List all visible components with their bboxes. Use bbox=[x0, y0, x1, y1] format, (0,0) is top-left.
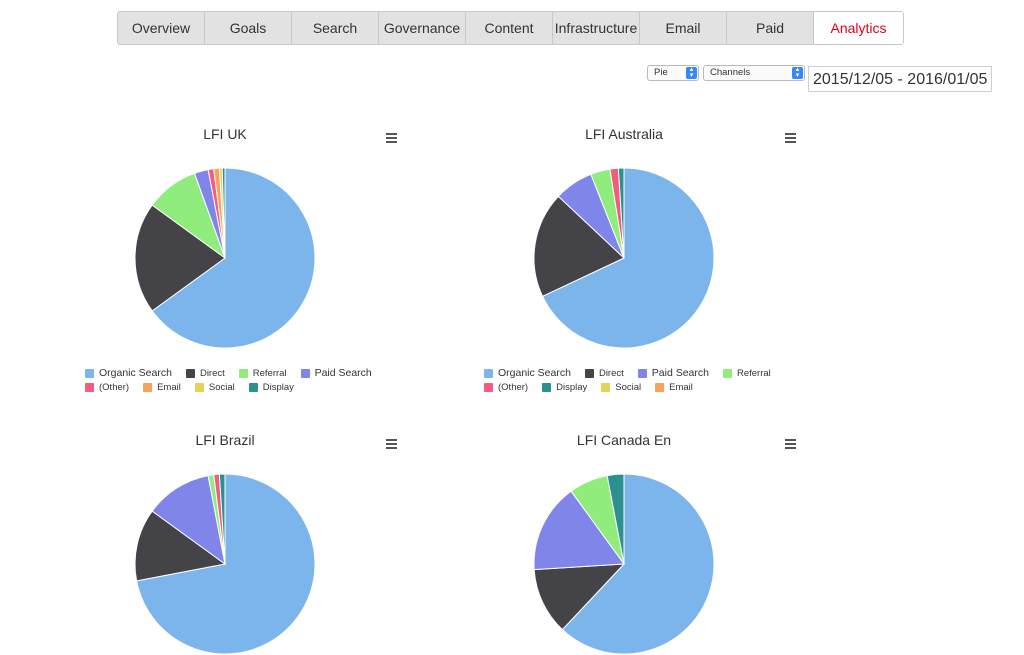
legend-row: (Other) Email Social Display bbox=[85, 380, 386, 394]
legend-item-social[interactable]: Social bbox=[194, 381, 235, 393]
legend-label: Paid Search bbox=[314, 367, 372, 379]
legend-swatch bbox=[85, 368, 94, 378]
tab-content[interactable]: Content bbox=[466, 12, 553, 44]
chart-legend: Organic Search Direct Paid Search Referral(… bbox=[484, 366, 785, 394]
legend-item-display[interactable]: Display bbox=[542, 382, 587, 393]
legend-label: Organic Search bbox=[99, 367, 172, 379]
legend-swatch bbox=[238, 368, 248, 378]
pie-chart-australia bbox=[533, 167, 715, 349]
tab-infrastructure[interactable]: Infrastructure bbox=[553, 12, 640, 44]
legend-item-display[interactable]: Display bbox=[248, 381, 294, 393]
chart-menu-icon[interactable] bbox=[386, 133, 397, 143]
chart-title: LFI Brazil bbox=[195, 432, 255, 448]
chart-title: LFI Australia bbox=[585, 126, 663, 142]
tab-search[interactable]: Search bbox=[292, 12, 379, 44]
legend-item-social[interactable]: Social bbox=[601, 382, 641, 393]
pie-slice-organic-search[interactable] bbox=[541, 167, 715, 349]
legend-item-direct[interactable]: Direct bbox=[185, 367, 225, 379]
chart-menu-icon[interactable] bbox=[785, 439, 796, 449]
tab-goals[interactable]: Goals bbox=[205, 12, 292, 44]
legend-item-referral[interactable]: Referral bbox=[722, 367, 771, 379]
legend-item-paid-search[interactable]: Paid Search bbox=[300, 367, 372, 379]
pie-slice-direct[interactable] bbox=[134, 204, 226, 312]
legend-swatch bbox=[484, 368, 493, 378]
legend-swatch bbox=[584, 368, 594, 378]
legend-row: Organic Search Direct Referral Paid Search bbox=[85, 366, 386, 380]
legend-label: Referral bbox=[736, 367, 771, 379]
pie-slice-display[interactable] bbox=[617, 167, 625, 259]
chart-legend: Organic Search Direct Referral Paid Search(… bbox=[85, 366, 386, 394]
legend-swatch bbox=[722, 368, 732, 378]
legend-swatch bbox=[185, 368, 195, 378]
chart-title: LFI Canada En bbox=[576, 432, 672, 448]
date-range-picker[interactable]: 2015/12/05 - 2016/01/05 bbox=[808, 66, 993, 92]
legend-swatch bbox=[248, 382, 258, 392]
select-arrows-icon: ▴ ▾ bbox=[686, 66, 697, 79]
tab-email[interactable]: Email bbox=[640, 12, 727, 44]
tab-paid[interactable]: Paid bbox=[727, 12, 814, 44]
pie-slice-organic-search[interactable] bbox=[151, 167, 316, 349]
dimension-select[interactable]: Channels ▴ ▾ bbox=[703, 65, 805, 81]
pie-chart-canada-en bbox=[533, 473, 715, 655]
legend-item-direct[interactable]: Direct bbox=[584, 367, 624, 379]
pie-slice-direct[interactable] bbox=[533, 195, 625, 297]
legend-row: (Other) Display Social Email bbox=[484, 380, 785, 394]
select-arrows-icon: ▴ ▾ bbox=[792, 66, 803, 79]
legend-label: Direct bbox=[199, 367, 225, 379]
chart-title: LFI UK bbox=[203, 126, 247, 142]
legend-item-email[interactable]: Email bbox=[655, 382, 693, 393]
legend-swatch bbox=[484, 382, 493, 392]
pie-chart-brazil bbox=[134, 473, 316, 655]
legend-label: Organic Search bbox=[498, 367, 571, 379]
legend-item-referral[interactable]: Referral bbox=[238, 367, 287, 379]
legend-label: Display bbox=[262, 381, 294, 393]
legend-swatch bbox=[85, 382, 94, 392]
chart-menu-icon[interactable] bbox=[785, 133, 796, 143]
legend-label: Referral bbox=[252, 367, 287, 379]
tab-governance[interactable]: Governance bbox=[379, 12, 466, 44]
legend-label: (Other) bbox=[99, 381, 130, 393]
legend-swatch bbox=[601, 382, 611, 392]
legend-swatch bbox=[300, 368, 310, 378]
legend-swatch bbox=[542, 382, 552, 392]
legend-label: Paid Search bbox=[651, 367, 709, 379]
legend-swatch bbox=[655, 382, 665, 392]
legend-label: Direct bbox=[598, 367, 624, 379]
legend-label: (Other) bbox=[498, 381, 529, 393]
legend-row: Organic Search Direct Paid Search Referral bbox=[484, 366, 785, 380]
legend-swatch bbox=[194, 382, 204, 392]
chart-type-value: Pie bbox=[654, 67, 668, 78]
legend-item-other[interactable]: (Other) bbox=[85, 382, 129, 393]
legend-swatch bbox=[143, 382, 153, 392]
legend-swatch bbox=[637, 368, 647, 378]
pie-slice-display[interactable] bbox=[221, 167, 226, 259]
legend-label: Social bbox=[615, 381, 642, 393]
tab-analytics[interactable]: Analytics bbox=[814, 12, 903, 44]
legend-label: Display bbox=[556, 381, 588, 393]
legend-item-organic-search[interactable]: Organic Search bbox=[85, 367, 172, 379]
dimension-value: Channels bbox=[710, 67, 751, 78]
legend-item-paid-search[interactable]: Paid Search bbox=[637, 367, 709, 379]
pie-chart-uk bbox=[134, 167, 316, 349]
legend-label: Email bbox=[669, 381, 693, 393]
legend-item-email[interactable]: Email bbox=[143, 382, 181, 393]
chart-type-select[interactable]: Pie ▴ ▾ bbox=[647, 65, 699, 81]
legend-label: Social bbox=[208, 381, 235, 393]
legend-label: Email bbox=[157, 381, 181, 393]
tab-overview[interactable]: Overview bbox=[118, 12, 205, 44]
legend-item-other[interactable]: (Other) bbox=[484, 382, 528, 393]
legend-item-organic-search[interactable]: Organic Search bbox=[484, 367, 571, 379]
chart-menu-icon[interactable] bbox=[386, 439, 397, 449]
top-nav: Overview Goals Search Governance Content… bbox=[117, 11, 904, 45]
